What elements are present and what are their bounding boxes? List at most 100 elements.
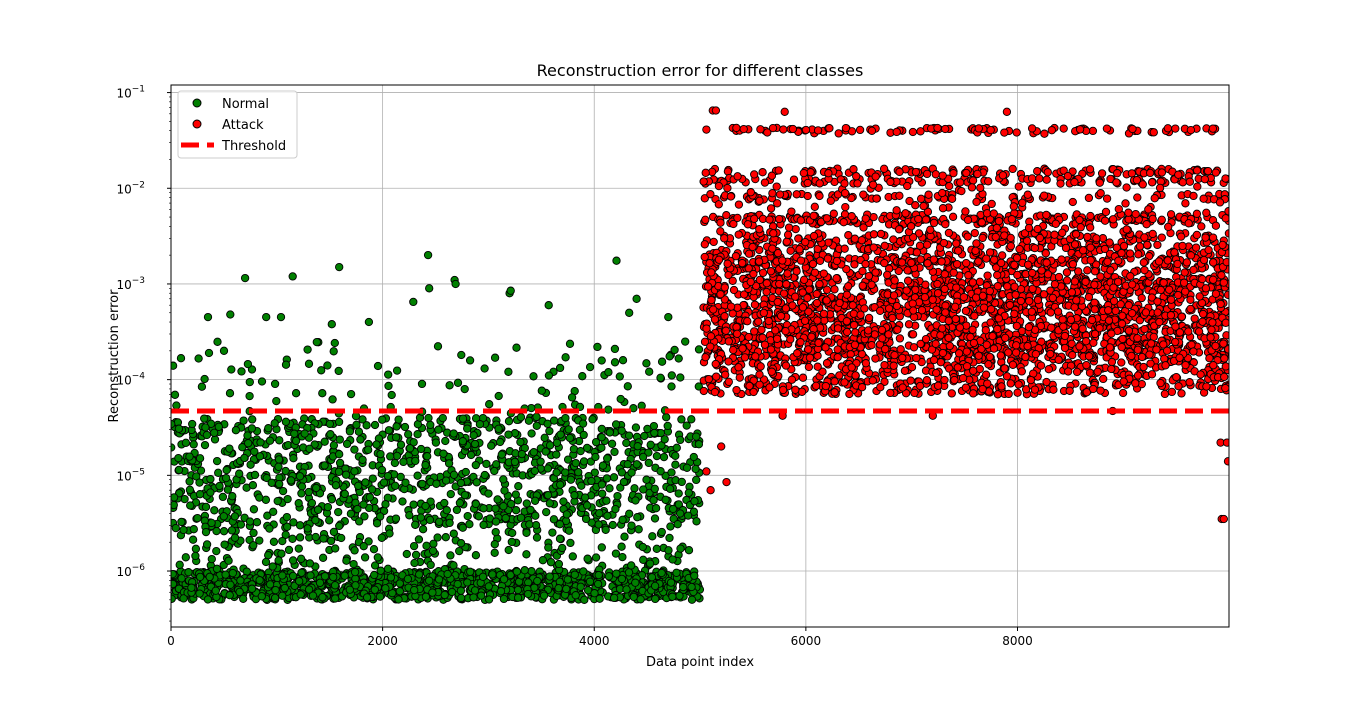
data-point bbox=[1211, 341, 1220, 351]
data-point bbox=[512, 343, 521, 352]
data-point bbox=[981, 370, 991, 379]
data-point bbox=[376, 512, 385, 521]
data-point bbox=[1107, 329, 1116, 338]
data-point bbox=[687, 415, 696, 424]
data-point bbox=[656, 373, 665, 382]
data-point bbox=[350, 467, 359, 476]
data-point bbox=[798, 288, 807, 297]
data-point bbox=[750, 300, 760, 309]
data-point bbox=[385, 529, 394, 538]
data-point bbox=[1177, 312, 1186, 321]
data-point bbox=[721, 370, 730, 379]
data-point bbox=[411, 550, 421, 560]
data-point bbox=[330, 338, 339, 348]
data-point bbox=[928, 295, 937, 304]
data-point bbox=[240, 273, 250, 283]
data-point bbox=[615, 372, 624, 381]
data-point bbox=[1198, 274, 1207, 284]
data-point bbox=[460, 384, 469, 394]
data-point bbox=[781, 326, 790, 336]
data-point bbox=[1031, 349, 1040, 359]
data-point bbox=[798, 373, 808, 382]
data-point bbox=[445, 518, 454, 528]
data-point bbox=[637, 401, 646, 410]
data-point bbox=[542, 507, 551, 517]
data-point bbox=[458, 437, 467, 446]
data-point bbox=[993, 282, 1002, 291]
data-point bbox=[421, 460, 430, 470]
data-point bbox=[603, 511, 612, 520]
data-point bbox=[1216, 299, 1225, 309]
data-point bbox=[951, 314, 960, 324]
data-point bbox=[1118, 334, 1127, 344]
data-point bbox=[1124, 326, 1134, 335]
data-point bbox=[271, 585, 280, 595]
data-point bbox=[432, 479, 441, 488]
data-point bbox=[625, 509, 634, 518]
data-point bbox=[842, 290, 852, 299]
data-point bbox=[212, 546, 221, 556]
data-point bbox=[200, 374, 209, 384]
data-point bbox=[812, 289, 821, 299]
data-point bbox=[676, 544, 685, 553]
data-point bbox=[1194, 327, 1204, 336]
data-point bbox=[226, 580, 235, 589]
data-point bbox=[490, 466, 499, 476]
data-point bbox=[463, 511, 472, 521]
data-point bbox=[441, 533, 450, 542]
data-point bbox=[276, 312, 286, 322]
data-point bbox=[623, 460, 632, 469]
data-point bbox=[921, 334, 931, 344]
data-point bbox=[457, 350, 466, 360]
data-point bbox=[288, 534, 297, 543]
data-point bbox=[684, 546, 694, 555]
data-point bbox=[1119, 377, 1128, 386]
data-point bbox=[765, 383, 774, 392]
data-point bbox=[585, 362, 595, 372]
data-point bbox=[648, 532, 657, 541]
data-point bbox=[189, 440, 198, 449]
data-point bbox=[484, 595, 494, 604]
data-point bbox=[391, 433, 401, 442]
data-point bbox=[1133, 345, 1143, 354]
data-point bbox=[1000, 364, 1009, 373]
data-point bbox=[372, 519, 382, 528]
gridlines bbox=[170, 85, 1229, 627]
data-point bbox=[329, 347, 338, 356]
data-point bbox=[263, 511, 272, 520]
data-point bbox=[320, 461, 329, 470]
data-point bbox=[373, 361, 383, 371]
data-point bbox=[1070, 303, 1079, 312]
data-point bbox=[514, 482, 523, 491]
data-point bbox=[812, 298, 822, 308]
data-point bbox=[295, 533, 305, 542]
data-point bbox=[962, 362, 972, 371]
data-point bbox=[1054, 272, 1064, 282]
data-point bbox=[971, 293, 981, 302]
data-point bbox=[375, 592, 385, 601]
data-point bbox=[391, 481, 400, 490]
data-point bbox=[373, 553, 382, 562]
data-point bbox=[491, 517, 501, 526]
data-point bbox=[257, 377, 267, 386]
data-point bbox=[813, 316, 822, 325]
data-point bbox=[1105, 238, 1114, 247]
data-point bbox=[570, 491, 579, 500]
data-point bbox=[491, 527, 500, 537]
data-point bbox=[861, 359, 871, 368]
data-point bbox=[458, 414, 468, 423]
data-point bbox=[249, 505, 259, 514]
data-point bbox=[724, 337, 733, 346]
data-point bbox=[1198, 317, 1207, 326]
data-point bbox=[609, 593, 619, 603]
data-point bbox=[545, 426, 554, 436]
data-point bbox=[617, 426, 626, 435]
data-point bbox=[585, 577, 595, 586]
data-point bbox=[969, 338, 979, 348]
data-point bbox=[492, 460, 501, 469]
data-point bbox=[391, 514, 401, 523]
data-point bbox=[415, 570, 424, 579]
data-point bbox=[261, 557, 271, 567]
data-point bbox=[561, 468, 570, 477]
data-point bbox=[247, 424, 257, 433]
